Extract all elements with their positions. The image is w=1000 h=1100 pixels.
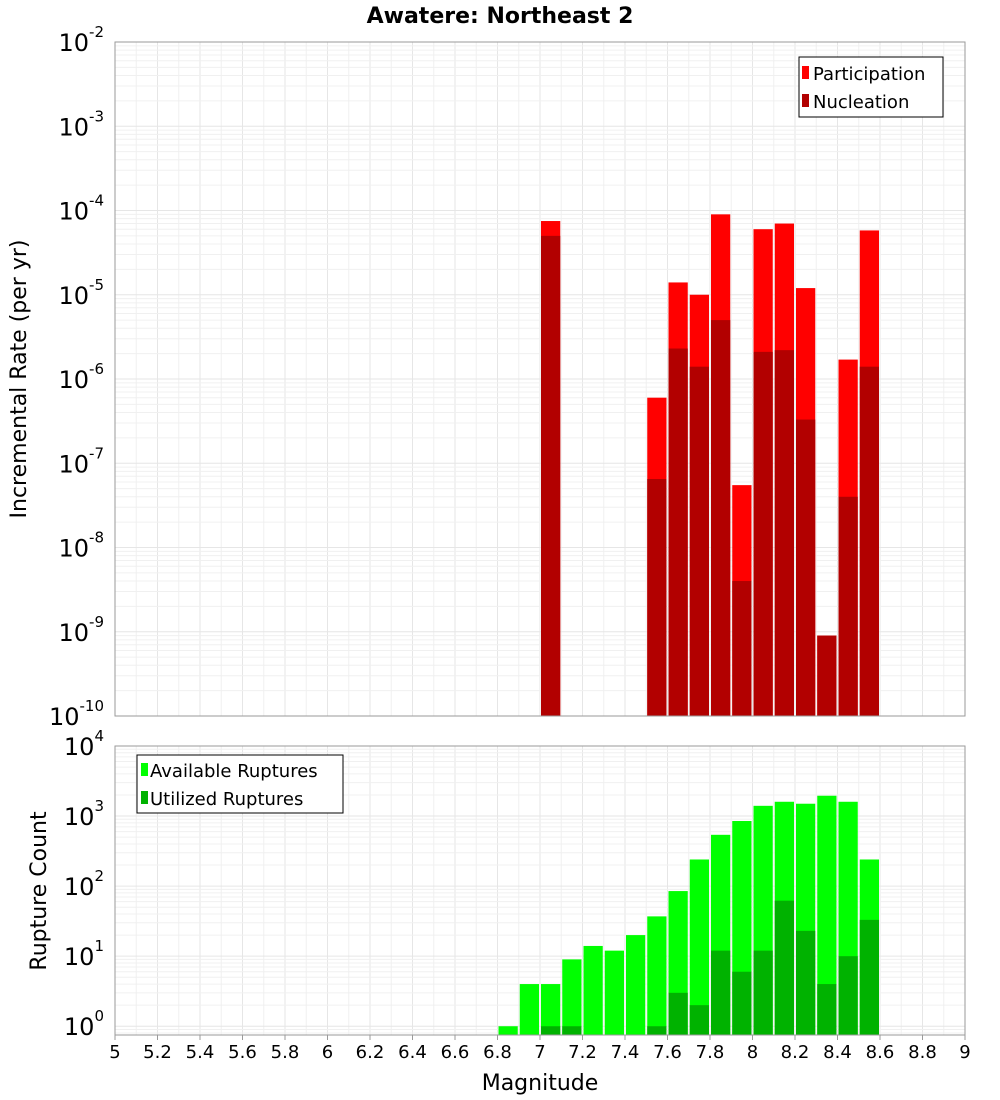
- y-tick-label: 102: [64, 867, 104, 901]
- nucleation-bar: [859, 366, 879, 716]
- x-tick-label: 9: [959, 1042, 970, 1063]
- available-ruptures-bar: [817, 795, 837, 1035]
- nucleation-bar: [817, 635, 837, 716]
- y-tick-label: 10-9: [58, 613, 104, 647]
- count-panel: 104 103 102 101 100 5 5.2 5.4 5.6 5.8 6 6.2 6.4 6.6 6…: [27, 727, 971, 1096]
- x-tick-label: 8: [747, 1042, 758, 1063]
- y-tick-label: 101: [64, 937, 104, 971]
- y-tick-label: 10-5: [58, 276, 104, 310]
- x-tick-label: 5.2: [143, 1042, 172, 1063]
- nucleation-bar: [668, 348, 688, 716]
- x-tick-label: 6.4: [398, 1042, 427, 1063]
- nucleation-bar: [838, 496, 858, 716]
- y-tick-label: 10-6: [58, 360, 104, 394]
- x-tick-label: 7.2: [568, 1042, 597, 1063]
- available-ruptures-bar: [647, 916, 667, 1035]
- available-ruptures-bar: [562, 959, 582, 1035]
- x-tick-label: 6.2: [356, 1042, 385, 1063]
- y-tick-label: 10-10: [49, 697, 104, 731]
- legend-swatch-nucleation: [802, 94, 809, 107]
- x-tick-label: 5.8: [271, 1042, 300, 1063]
- y-tick-label: 104: [64, 727, 104, 761]
- y-tick-label: 100: [64, 1007, 104, 1041]
- x-tick-label: 7.6: [653, 1042, 682, 1063]
- rate-bars: [541, 214, 879, 717]
- utilized-ruptures-bar: [838, 956, 858, 1035]
- available-ruptures-bar: [519, 984, 539, 1035]
- legend-label-utilized-ruptures: Utilized Ruptures: [150, 789, 303, 810]
- chart-title: Awatere: Northeast 2: [367, 4, 634, 29]
- utilized-ruptures-bar: [796, 930, 816, 1035]
- nucleation-bar: [647, 479, 667, 716]
- legend-swatch-participation: [802, 66, 809, 79]
- x-tick-label: 8.4: [823, 1042, 852, 1063]
- available-ruptures-bar: [583, 945, 603, 1035]
- utilized-ruptures-bar: [562, 1026, 582, 1035]
- y-tick-label: 10-3: [58, 107, 104, 141]
- legend-swatch-available-ruptures: [141, 763, 148, 776]
- count-bars: [498, 795, 879, 1035]
- utilized-ruptures-bar: [711, 950, 731, 1035]
- x-tick-label: 8.8: [908, 1042, 937, 1063]
- count-legend-box: [136, 754, 344, 814]
- count-y-ticks: 104 103 102 101 100: [64, 727, 104, 1041]
- y-tick-label: 10-2: [58, 23, 104, 57]
- x-tick-label: 5.6: [228, 1042, 257, 1063]
- rate-y-axis-label: Incremental Rate (per yr): [7, 240, 32, 519]
- utilized-ruptures-bar: [668, 992, 688, 1035]
- x-tick-label: 6.6: [441, 1042, 470, 1063]
- utilized-ruptures-bar: [753, 950, 773, 1035]
- rate-legend: Participation Nucleation: [798, 56, 944, 118]
- nucleation-bar: [732, 581, 752, 716]
- available-ruptures-bar: [541, 984, 561, 1035]
- x-axis-label: Magnitude: [482, 1071, 599, 1096]
- nucleation-bar: [796, 419, 816, 716]
- x-tick-label: 6.8: [483, 1042, 512, 1063]
- x-tick-label: 5.4: [186, 1042, 215, 1063]
- available-ruptures-bar: [604, 950, 624, 1035]
- nucleation-bar: [753, 351, 773, 716]
- utilized-ruptures-bar: [541, 1026, 561, 1035]
- nucleation-bar: [541, 235, 561, 717]
- utilized-ruptures-bar: [774, 900, 794, 1035]
- rate-panel: 10-2 10-3 10-4 10-5 10-6 10-7 10-8 10-9 10-10 In…: [7, 23, 966, 731]
- x-tick-label: 7.4: [611, 1042, 640, 1063]
- available-ruptures-bar: [689, 859, 709, 1035]
- utilized-ruptures-bar: [817, 984, 837, 1035]
- rate-legend-box: [798, 56, 944, 118]
- count-legend: Available Ruptures Utilized Ruptures: [136, 754, 344, 814]
- utilized-ruptures-bar: [689, 1005, 709, 1035]
- legend-label-nucleation: Nucleation: [813, 92, 909, 113]
- y-tick-label: 10-8: [58, 529, 104, 563]
- available-ruptures-bar: [498, 1026, 518, 1035]
- x-tick-label: 5: [109, 1042, 120, 1063]
- x-tick-label: 6: [322, 1042, 333, 1063]
- magnitude-x-ticks: 5 5.2 5.4 5.6 5.8 6 6.2 6.4 6.6 6.8 7 7.2 7.4 7.6 7.8 8…: [109, 1035, 971, 1063]
- x-tick-label: 8.6: [866, 1042, 895, 1063]
- nucleation-bar: [689, 366, 709, 716]
- y-tick-label: 10-4: [58, 192, 104, 226]
- rate-plot-border: [114, 41, 966, 717]
- rate-gridlines: [114, 42, 966, 717]
- nucleation-bar: [774, 350, 794, 716]
- count-y-axis-label: Rupture Count: [27, 811, 52, 971]
- utilized-ruptures-bar: [647, 1026, 667, 1035]
- utilized-ruptures-bar: [732, 971, 752, 1035]
- legend-swatch-utilized-ruptures: [141, 791, 148, 804]
- rate-y-ticks: 10-2 10-3 10-4 10-5 10-6 10-7 10-8 10-9 10-10: [49, 23, 104, 731]
- y-tick-label: 103: [64, 797, 104, 831]
- y-tick-label: 10-7: [58, 444, 104, 478]
- nucleation-bar: [711, 320, 731, 716]
- legend-label-participation: Participation: [813, 64, 925, 85]
- legend-label-available-ruptures: Available Ruptures: [150, 761, 318, 782]
- x-tick-label: 8.2: [781, 1042, 810, 1063]
- x-tick-label: 7: [534, 1042, 545, 1063]
- x-tick-label: 7.8: [696, 1042, 725, 1063]
- utilized-ruptures-bar: [859, 919, 879, 1035]
- available-ruptures-bar: [626, 935, 646, 1035]
